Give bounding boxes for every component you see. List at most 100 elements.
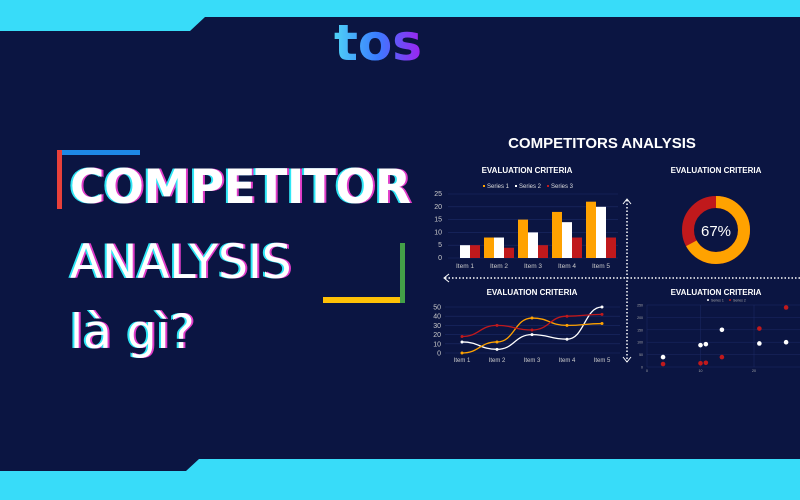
x-tick-label: Item 4 xyxy=(558,263,576,270)
y-tick-label: 15 xyxy=(434,217,442,224)
scatter-point xyxy=(698,342,703,348)
headline-line-1: COMPETITOR xyxy=(70,160,411,215)
y-tick-label: 0 xyxy=(438,255,442,262)
x-tick-label: Item 2 xyxy=(489,358,506,364)
bottom-banner-band xyxy=(0,459,800,500)
scatter-chart-title: EVALUATION CRITERIA xyxy=(671,288,762,297)
legend-label: Series 1 xyxy=(711,299,724,303)
legend-swatch xyxy=(483,185,485,187)
legend-label: Series 3 xyxy=(551,184,574,190)
y-tick-label: 100 xyxy=(637,341,643,345)
y-tick-label: 150 xyxy=(637,328,643,332)
x-tick-label: Item 5 xyxy=(594,358,611,364)
y-tick-label: 10 xyxy=(434,229,442,236)
y-tick-label: 20 xyxy=(433,332,441,339)
scatter-point xyxy=(757,326,762,331)
scatter-point xyxy=(703,341,709,347)
logo-text: tos xyxy=(334,18,422,68)
legend-swatch xyxy=(515,185,517,187)
line-point xyxy=(600,305,604,309)
accent-bar-yellow xyxy=(323,297,400,303)
line-point xyxy=(565,337,569,341)
bar xyxy=(552,211,562,258)
bar xyxy=(504,247,514,258)
donut-chart-title: EVALUATION CRITERIA xyxy=(671,166,762,175)
legend-swatch xyxy=(729,299,731,301)
line-point xyxy=(600,312,604,316)
scatter-point xyxy=(757,341,762,346)
x-tick-label: 20 xyxy=(752,369,756,373)
legend-swatch xyxy=(707,299,709,301)
y-tick-label: 40 xyxy=(433,314,441,321)
scatter-point xyxy=(719,354,725,360)
bar xyxy=(460,245,470,258)
bar xyxy=(596,206,606,258)
arrow-left-icon xyxy=(443,273,450,283)
line-point xyxy=(565,323,569,327)
line-point xyxy=(495,323,499,327)
headline-line-3: là gì? xyxy=(70,305,195,360)
bar xyxy=(586,201,596,258)
scatter-point xyxy=(783,339,789,345)
line-point xyxy=(565,314,569,318)
top-banner-band xyxy=(0,0,800,31)
line-point xyxy=(460,334,464,338)
x-tick-label: Item 5 xyxy=(592,263,610,270)
y-tick-label: 200 xyxy=(637,316,643,320)
bar xyxy=(606,237,616,258)
scatter-point xyxy=(660,361,666,367)
y-tick-label: 30 xyxy=(433,323,441,330)
y-tick-label: 20 xyxy=(434,204,442,211)
x-tick-label: 10 xyxy=(699,369,703,373)
scatter-point xyxy=(660,354,666,360)
x-tick-label: Item 3 xyxy=(524,263,542,270)
line-point xyxy=(530,316,534,320)
line-point xyxy=(530,333,534,337)
y-tick-label: 5 xyxy=(438,242,442,249)
accent-bar-red xyxy=(57,150,62,209)
accent-bar-green xyxy=(400,243,405,303)
x-tick-label: Item 1 xyxy=(456,263,474,270)
line-chart-title: EVALUATION CRITERIA xyxy=(487,288,578,297)
bar xyxy=(538,245,548,258)
donut-label: 67% xyxy=(701,223,731,240)
line-point xyxy=(460,351,464,355)
headline-line-2: ANALYSIS xyxy=(70,235,292,290)
x-tick-label: 0 xyxy=(646,369,648,373)
scatter-point xyxy=(719,327,725,333)
x-tick-label: Item 3 xyxy=(524,358,541,364)
y-tick-label: 0 xyxy=(641,366,643,370)
panel-title: COMPETITORS ANALYSIS xyxy=(508,135,696,152)
x-tick-label: Item 2 xyxy=(490,263,508,270)
scatter-point xyxy=(698,360,703,366)
x-tick-label: Item 4 xyxy=(559,358,576,364)
y-tick-label: 25 xyxy=(434,191,442,198)
line-point xyxy=(600,322,604,326)
legend-swatch xyxy=(547,185,549,187)
line-point xyxy=(460,340,464,344)
y-tick-label: 10 xyxy=(433,341,441,348)
line-point xyxy=(495,347,499,351)
legend-label: Series 2 xyxy=(733,299,746,303)
tos-logo: tos xyxy=(334,14,434,72)
arrow-down-icon xyxy=(622,356,632,363)
line-point xyxy=(530,328,534,332)
bar xyxy=(562,222,572,258)
bar xyxy=(572,237,582,258)
y-tick-label: 50 xyxy=(433,305,441,312)
donut-value-arc xyxy=(682,196,750,264)
bar xyxy=(494,237,504,258)
accent-bar-blue xyxy=(62,150,140,155)
y-tick-label: 50 xyxy=(639,353,643,357)
line-point xyxy=(495,340,499,344)
bar xyxy=(528,232,538,258)
bar xyxy=(484,237,494,258)
y-tick-label: 250 xyxy=(637,304,643,308)
bar-chart-title: EVALUATION CRITERIA xyxy=(482,166,573,175)
arrow-up-icon xyxy=(622,198,632,205)
bar xyxy=(470,245,480,258)
x-tick-label: Item 1 xyxy=(454,358,471,364)
legend-label: Series 1 xyxy=(487,184,510,190)
y-tick-label: 0 xyxy=(437,351,441,358)
